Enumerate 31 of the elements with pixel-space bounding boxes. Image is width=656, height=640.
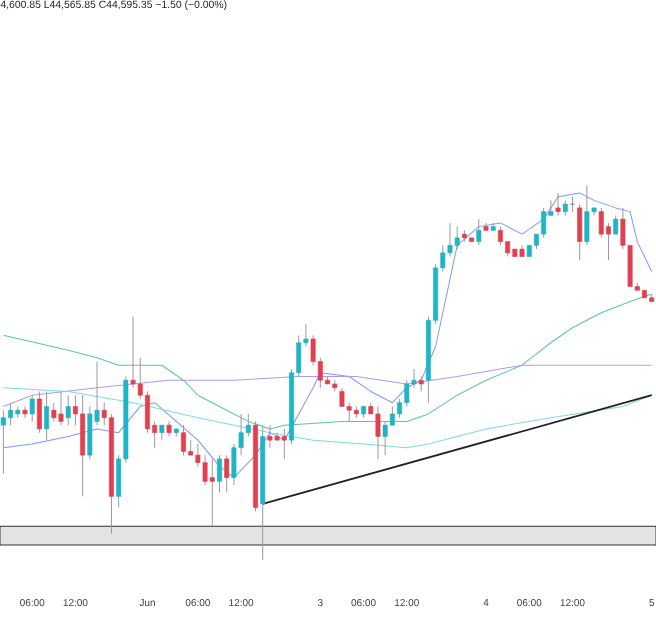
candlestick (166, 420, 172, 437)
candlestick (0, 409, 6, 475)
candlestick (541, 207, 547, 239)
candlestick (8, 402, 14, 426)
candlestick (209, 458, 215, 527)
candlestick (598, 207, 604, 239)
candlestick (454, 226, 460, 250)
candlestick (130, 316, 136, 389)
candlestick (281, 428, 287, 460)
candlestick (22, 405, 28, 419)
candlestick (36, 390, 42, 434)
candlestick (267, 424, 273, 449)
candlestick (159, 424, 165, 441)
candlestick (224, 454, 230, 494)
candlestick (613, 214, 619, 235)
candlestick (144, 390, 150, 434)
candlestick (80, 394, 86, 497)
candlestick (181, 424, 186, 456)
candlestick (29, 394, 35, 422)
candlestick (577, 203, 583, 261)
candlestick (58, 390, 64, 426)
candlestick (497, 226, 503, 246)
candlestick (217, 454, 222, 494)
candlestick (375, 405, 381, 460)
candlestick (339, 387, 345, 407)
candlestick (65, 394, 71, 426)
candlestick (476, 218, 482, 246)
candlestick (555, 192, 561, 216)
candlestick (44, 390, 50, 441)
candlestick (382, 420, 388, 456)
candlestick (584, 184, 590, 246)
